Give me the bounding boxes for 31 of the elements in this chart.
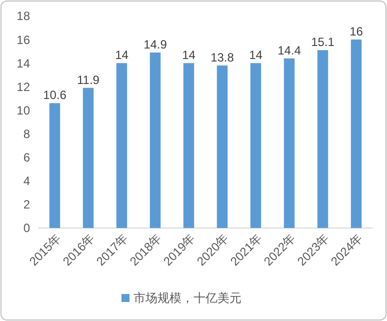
y-tick-label: 0 (23, 221, 30, 236)
bar (317, 50, 328, 228)
data-label: 14 (115, 48, 129, 62)
data-label: 15.1 (311, 35, 335, 50)
y-tick-label: 4 (23, 174, 30, 188)
y-tick-label: 10 (16, 103, 30, 118)
bar (116, 63, 128, 228)
bar (183, 63, 194, 228)
data-label: 16 (350, 24, 364, 39)
data-label: 14.9 (144, 38, 168, 52)
data-label: 10.6 (43, 88, 67, 102)
y-tick-label: 16 (16, 32, 30, 47)
bar (350, 40, 362, 228)
data-label: 11.9 (77, 72, 100, 87)
y-tick-label: 2 (23, 198, 30, 212)
bar (284, 58, 295, 228)
y-tick-label: 12 (16, 80, 30, 94)
bar (216, 65, 228, 228)
bar (82, 88, 94, 228)
y-tick-label: 18 (16, 9, 30, 24)
bar (150, 52, 161, 228)
data-label: 14.4 (278, 43, 302, 58)
data-label: 14 (249, 48, 263, 62)
bar (49, 103, 60, 228)
y-tick-label: 6 (23, 150, 30, 165)
legend-label: 市场规模，十亿美元 (134, 291, 242, 306)
y-tick-label: 14 (16, 56, 30, 70)
y-tick-label: 8 (23, 126, 30, 141)
data-label: 13.8 (210, 50, 234, 64)
data-label: 14 (182, 48, 196, 62)
bar (250, 63, 262, 228)
